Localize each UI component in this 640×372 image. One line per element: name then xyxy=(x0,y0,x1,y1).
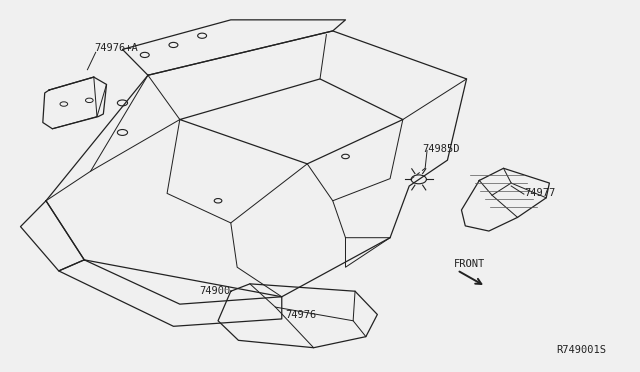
Text: FRONT: FRONT xyxy=(454,259,485,269)
Text: 74976: 74976 xyxy=(285,310,316,320)
Text: 74985D: 74985D xyxy=(422,144,460,154)
Text: 74977: 74977 xyxy=(524,188,555,198)
Text: R749001S: R749001S xyxy=(556,345,606,355)
Text: 74900: 74900 xyxy=(199,286,230,296)
Text: 74976+A: 74976+A xyxy=(94,42,138,52)
